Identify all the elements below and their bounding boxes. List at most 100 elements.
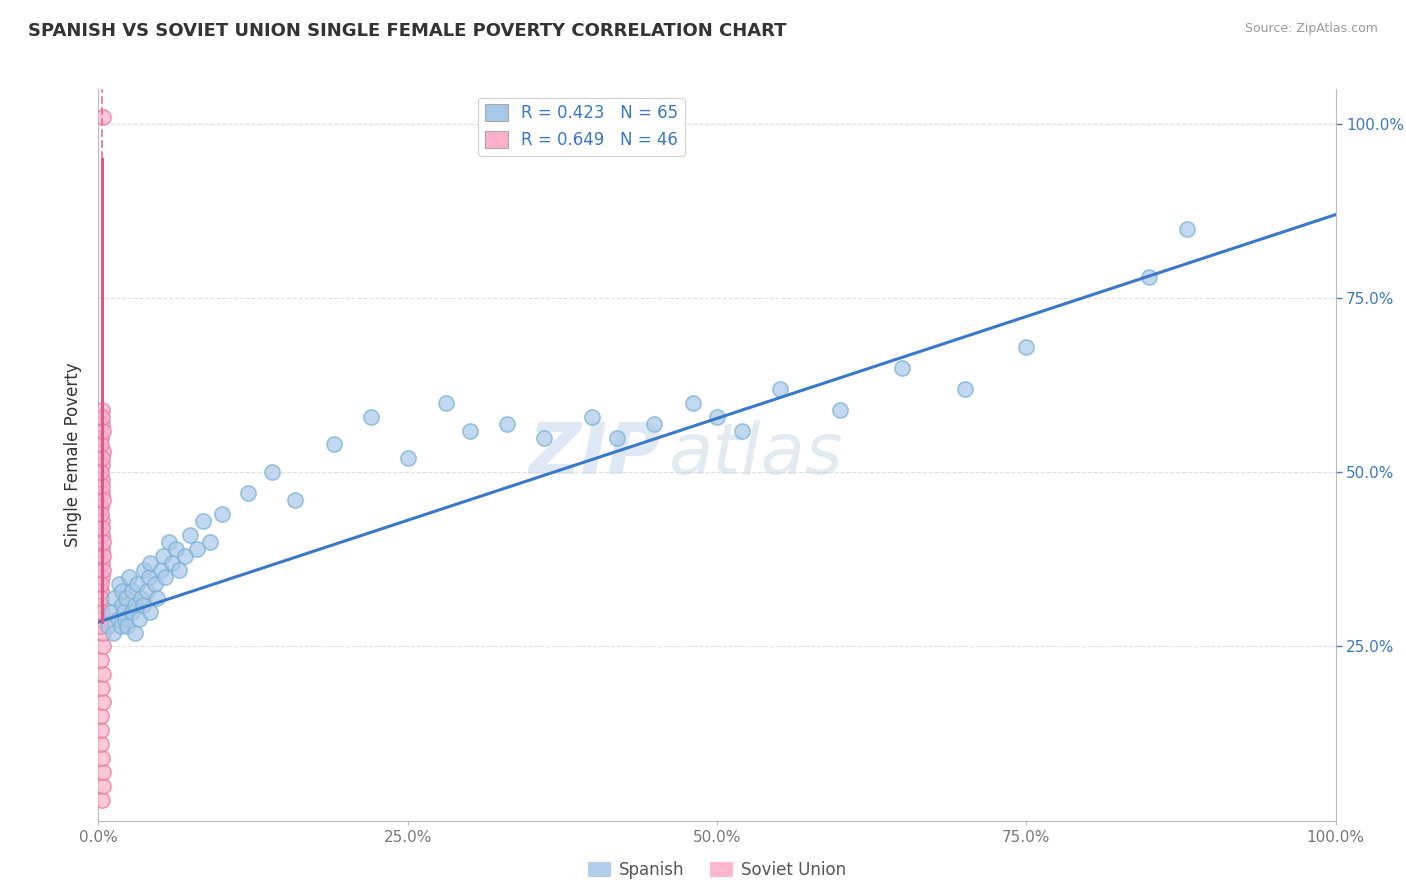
Point: [458, 424, 481, 438]
Point: [179, 528, 201, 542]
Point: [124, 598, 146, 612]
Point: [90, 737, 112, 751]
Point: [165, 541, 187, 556]
Point: [91, 451, 114, 466]
Point: [91, 535, 114, 549]
Point: [108, 576, 131, 591]
Point: [111, 598, 134, 612]
Point: [91, 458, 114, 473]
Point: [107, 612, 129, 626]
Point: [90, 576, 112, 591]
Point: [91, 681, 114, 696]
Point: [91, 424, 114, 438]
Point: [90, 618, 112, 632]
Point: [1137, 270, 1160, 285]
Point: [103, 591, 125, 605]
Point: [91, 556, 114, 570]
Legend: Spanish, Soviet Union: Spanish, Soviet Union: [581, 855, 853, 886]
Point: [90, 500, 112, 515]
Point: [91, 514, 114, 528]
Point: [114, 612, 136, 626]
Point: [100, 605, 122, 619]
Point: [323, 437, 346, 451]
Point: [284, 493, 307, 508]
Point: [135, 583, 157, 598]
Point: [769, 382, 792, 396]
Point: [146, 591, 169, 605]
Point: [1015, 340, 1038, 354]
Point: [155, 570, 177, 584]
Point: [91, 667, 114, 681]
Point: [731, 424, 754, 438]
Point: [90, 507, 112, 521]
Point: [115, 618, 138, 632]
Point: [396, 451, 419, 466]
Point: [581, 409, 603, 424]
Point: [91, 640, 114, 654]
Point: [173, 549, 195, 563]
Point: [90, 612, 112, 626]
Point: [91, 549, 114, 563]
Text: ZIP: ZIP: [529, 420, 661, 490]
Text: SPANISH VS SOVIET UNION SINGLE FEMALE POVERTY CORRELATION CHART: SPANISH VS SOVIET UNION SINGLE FEMALE PO…: [28, 22, 786, 40]
Point: [90, 486, 112, 500]
Point: [90, 528, 112, 542]
Point: [160, 556, 183, 570]
Point: [90, 437, 112, 451]
Point: [103, 625, 125, 640]
Point: [97, 618, 120, 632]
Point: [110, 618, 132, 632]
Point: [90, 709, 112, 723]
Point: [91, 493, 114, 508]
Point: [91, 625, 114, 640]
Point: [90, 653, 112, 667]
Point: [360, 409, 382, 424]
Point: [1175, 221, 1198, 235]
Point: [128, 612, 150, 626]
Point: [132, 563, 155, 577]
Point: [90, 598, 112, 612]
Point: [91, 417, 114, 431]
Point: [830, 402, 852, 417]
Point: [112, 605, 135, 619]
Point: [91, 605, 114, 619]
Point: [129, 591, 152, 605]
Point: [191, 514, 214, 528]
Point: [90, 430, 112, 444]
Point: [606, 430, 628, 444]
Point: [533, 430, 555, 444]
Point: [682, 395, 704, 409]
Point: [90, 521, 112, 535]
Point: [91, 541, 114, 556]
Point: [643, 417, 665, 431]
Point: [90, 723, 112, 737]
Point: [91, 779, 114, 793]
Point: [138, 605, 160, 619]
Point: [167, 563, 190, 577]
Point: [157, 535, 180, 549]
Point: [90, 466, 112, 480]
Point: [139, 556, 162, 570]
Point: [495, 417, 517, 431]
Point: [90, 583, 112, 598]
Point: [200, 535, 222, 549]
Point: [434, 395, 457, 409]
Point: [91, 444, 114, 458]
Point: [891, 360, 914, 375]
Point: [236, 486, 259, 500]
Point: [118, 570, 141, 584]
Point: [91, 764, 114, 779]
Point: [152, 549, 174, 563]
Point: [260, 466, 283, 480]
Point: [91, 110, 114, 124]
Point: [91, 402, 114, 417]
Point: [90, 472, 112, 486]
Point: [90, 793, 112, 807]
Point: [127, 576, 149, 591]
Point: [121, 605, 143, 619]
Text: atlas: atlas: [668, 420, 842, 490]
Point: [121, 583, 143, 598]
Point: [706, 409, 728, 424]
Y-axis label: Single Female Poverty: Single Female Poverty: [65, 363, 83, 547]
Text: Source: ZipAtlas.com: Source: ZipAtlas.com: [1244, 22, 1378, 36]
